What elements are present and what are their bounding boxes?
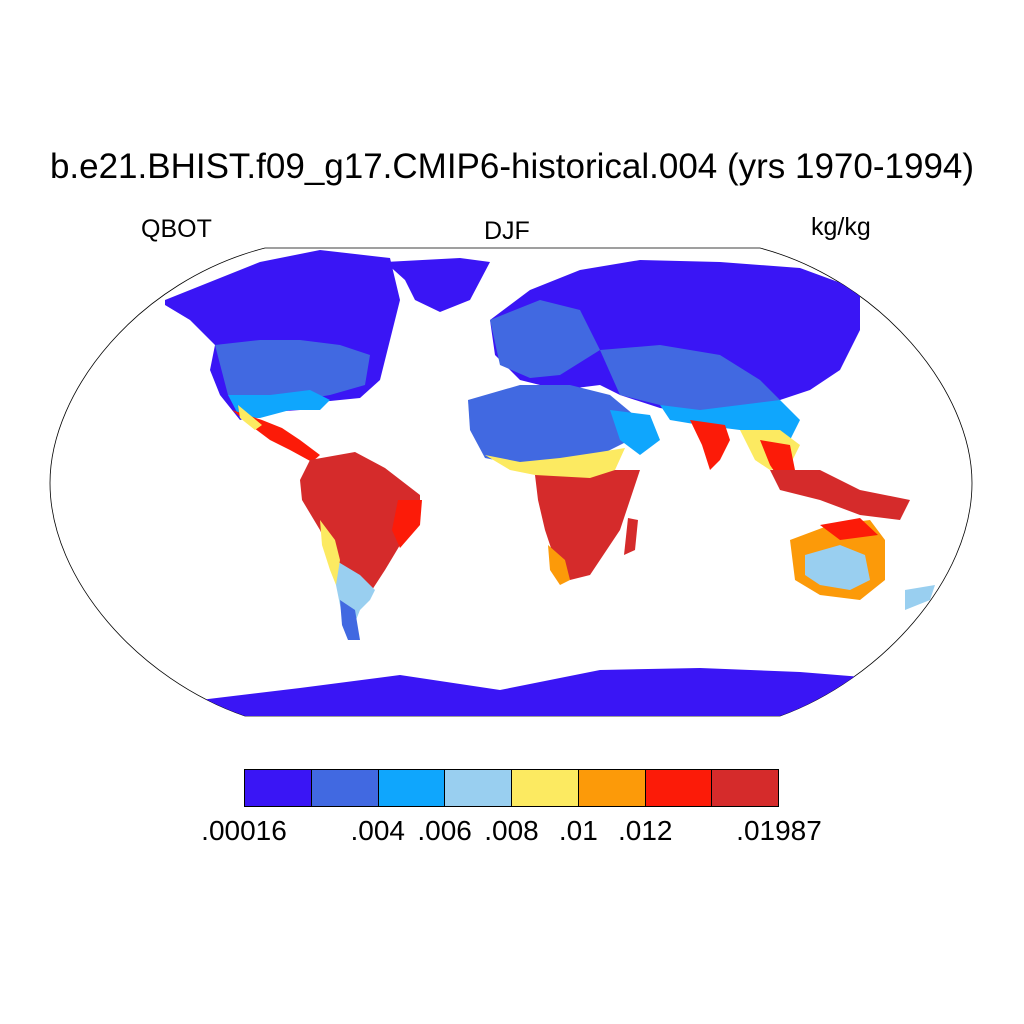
usa-south [228, 390, 330, 418]
colorbar-tick-label: .006 [417, 815, 472, 846]
north-america-mid [215, 340, 370, 405]
india [690, 420, 730, 470]
colorbar-swatch-2 [378, 770, 446, 806]
colorbar [244, 769, 779, 807]
variable-label: QBOT [141, 215, 212, 243]
plot-title: b.e21.BHIST.f09_g17.CMIP6-historical.004… [49, 147, 975, 186]
madagascar [624, 518, 638, 555]
europe [490, 300, 600, 378]
colorbar-tick-label: .012 [618, 815, 673, 846]
south-america [300, 452, 420, 600]
europe-asia [490, 260, 860, 415]
africa-north [468, 385, 640, 465]
colorbar-swatch-5 [578, 770, 646, 806]
colorbar-tick-label: .008 [484, 815, 539, 846]
south-america-andes [320, 520, 340, 585]
africa-central [535, 470, 640, 580]
south-america-east [392, 500, 422, 548]
colorbar-tick-label: .01987 [736, 815, 822, 846]
southern-africa [548, 545, 570, 585]
australia-north [820, 518, 878, 540]
colorbar-tick-label: .00016 [201, 815, 287, 846]
australia-interior [805, 545, 870, 590]
colorbar-swatch-3 [445, 770, 512, 806]
arabia [610, 410, 660, 455]
maritime-continent [770, 470, 910, 520]
colorbar-tick-label: .01 [558, 815, 598, 846]
antarctica [200, 668, 900, 716]
season-label: DJF [484, 217, 530, 245]
greenland [385, 258, 490, 312]
new-zealand [905, 585, 935, 610]
colorbar-swatch-7 [712, 770, 778, 806]
middle-asia [600, 345, 780, 412]
colorbar-swatch-0 [245, 770, 312, 806]
mexico-coast [238, 405, 262, 430]
colorbar-swatch-1 [311, 770, 379, 806]
colorbar-swatch-4 [512, 770, 579, 806]
colorbar-swatch-6 [645, 770, 713, 806]
colorbar-tick-label: .004 [350, 815, 406, 846]
patagonia [340, 600, 360, 640]
units-label: kg/kg [811, 213, 871, 241]
sahara-band [485, 448, 625, 480]
